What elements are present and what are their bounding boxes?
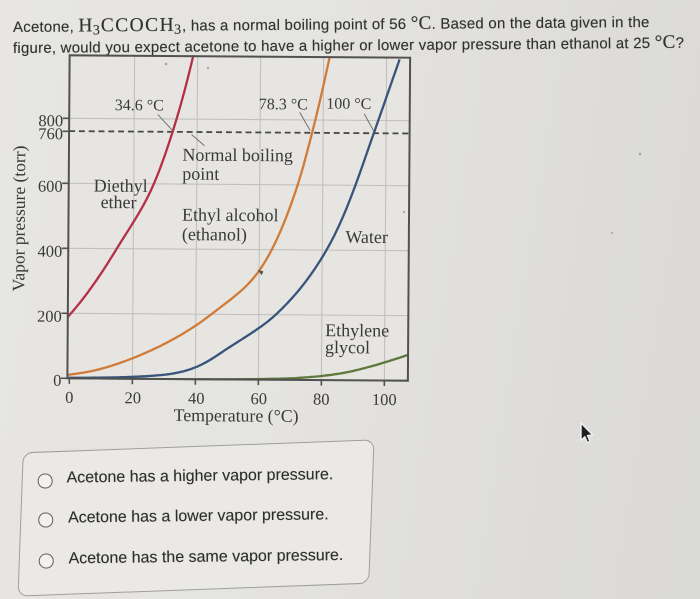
svg-text:760: 760 xyxy=(38,124,63,143)
svg-text:Normal boiling: Normal boiling xyxy=(182,145,293,166)
svg-text:Water: Water xyxy=(345,227,388,247)
svg-text:Ethyl alcohol: Ethyl alcohol xyxy=(182,205,279,226)
svg-text:20: 20 xyxy=(124,388,141,407)
svg-text:200: 200 xyxy=(37,307,62,326)
svg-text:glycol: glycol xyxy=(325,337,370,357)
svg-text:78.3 °C: 78.3 °C xyxy=(259,96,308,113)
svg-text:400: 400 xyxy=(37,242,62,261)
svg-text:Temperature (°C): Temperature (°C) xyxy=(174,405,299,427)
svg-text:point: point xyxy=(182,164,219,184)
svg-text:Vapor pressure (torr): Vapor pressure (torr) xyxy=(8,145,29,291)
svg-text:ether: ether xyxy=(101,192,137,212)
svg-text:100: 100 xyxy=(372,390,397,409)
svg-text:0: 0 xyxy=(53,371,61,390)
svg-text:80: 80 xyxy=(313,390,330,409)
svg-text:100 °C: 100 °C xyxy=(326,96,371,113)
svg-text:600: 600 xyxy=(38,177,63,196)
svg-text:0: 0 xyxy=(65,388,73,407)
svg-text:(ethanol): (ethanol) xyxy=(182,224,247,245)
svg-text:34.6 °C: 34.6 °C xyxy=(115,97,164,114)
